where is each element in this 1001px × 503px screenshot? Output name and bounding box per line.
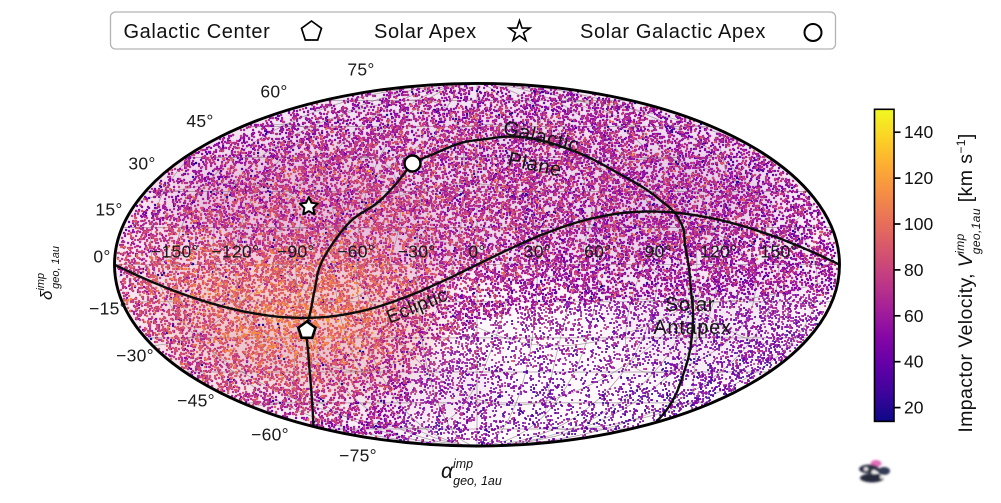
svg-text:Solar Galactic Apex: Solar Galactic Apex [580, 21, 766, 43]
svg-text:100: 100 [904, 214, 933, 234]
svg-text:60°: 60° [260, 82, 287, 102]
svg-text:150°: 150° [760, 242, 797, 262]
svg-text:−120°: −120° [211, 242, 259, 262]
svg-text:60: 60 [904, 306, 924, 326]
svg-text:Antapex: Antapex [653, 317, 731, 339]
svg-text:−60°: −60° [337, 242, 375, 262]
svg-text:90°: 90° [645, 242, 672, 262]
svg-text:80: 80 [904, 260, 924, 280]
svg-text:−75°: −75° [339, 446, 377, 466]
svg-text:0°: 0° [468, 242, 485, 262]
svg-text:Solar Apex: Solar Apex [374, 21, 477, 43]
svg-text:15°: 15° [95, 200, 122, 220]
svg-text:−60°: −60° [251, 425, 289, 445]
svg-text:Galactic Center: Galactic Center [124, 21, 271, 43]
svg-text:−15°: −15° [89, 299, 127, 319]
svg-text:−150°: −150° [151, 242, 199, 262]
svg-text:120: 120 [904, 168, 933, 188]
svg-text:45°: 45° [186, 111, 213, 131]
svg-text:−30°: −30° [398, 242, 436, 262]
svg-text:120°: 120° [700, 242, 737, 262]
svg-text:140: 140 [904, 122, 933, 142]
svg-text:−45°: −45° [177, 391, 215, 411]
svg-text:−30°: −30° [116, 346, 154, 366]
svg-text:20: 20 [904, 398, 924, 418]
svg-text:40: 40 [904, 352, 924, 372]
svg-text:−90°: −90° [277, 242, 315, 262]
svg-text:30°: 30° [524, 242, 551, 262]
svg-text:75°: 75° [347, 60, 374, 80]
svg-text:60°: 60° [584, 242, 611, 262]
svg-text:0°: 0° [93, 247, 110, 267]
svg-text:30°: 30° [128, 154, 155, 174]
svg-text:Solar: Solar [665, 294, 715, 316]
